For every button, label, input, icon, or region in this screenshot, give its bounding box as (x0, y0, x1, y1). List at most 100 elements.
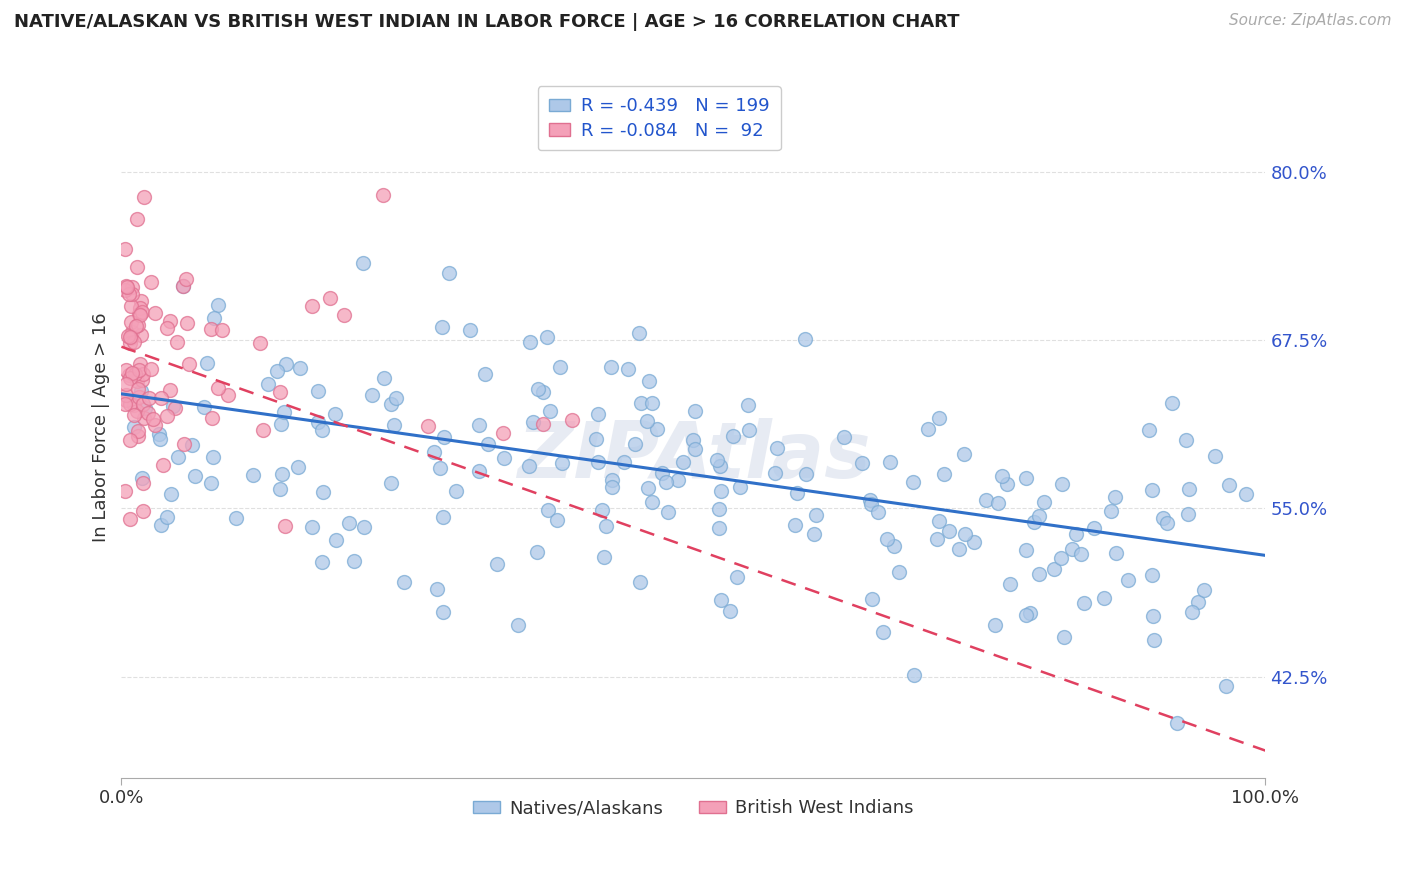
Point (994, 780, 1017, 794)
Point (122, 398, 145, 412)
Point (794, 467, 817, 482)
Point (859, 492, 882, 507)
Point (270, 417, 292, 431)
Point (120, 299, 142, 313)
Point (127, 382, 149, 396)
Point (1028, 509, 1050, 524)
Point (586, 455, 609, 469)
Point (433, 430, 456, 444)
Point (983, 617, 1005, 632)
Point (903, 475, 925, 489)
Point (156, 409, 179, 424)
Point (382, 418, 405, 433)
Point (172, 279, 194, 293)
Point (1022, 515, 1045, 529)
Point (437, 266, 460, 280)
Point (851, 456, 873, 470)
Point (319, 291, 342, 305)
Point (1105, 546, 1128, 560)
Point (207, 381, 229, 395)
Point (832, 430, 855, 444)
Point (312, 484, 335, 499)
Point (624, 437, 647, 451)
Point (630, 396, 652, 410)
Point (1152, 511, 1174, 525)
Point (361, 388, 384, 402)
Point (728, 480, 751, 494)
Point (159, 486, 181, 500)
Point (879, 455, 901, 469)
Point (786, 486, 808, 500)
Point (1066, 527, 1088, 541)
Point (115, 388, 138, 402)
Text: ZIPAtlas: ZIPAtlas (517, 417, 870, 493)
Point (307, 384, 329, 399)
Point (211, 322, 233, 336)
Point (121, 280, 143, 294)
Point (131, 304, 153, 318)
Point (593, 550, 616, 565)
Point (426, 582, 449, 597)
Text: Source: ZipAtlas.com: Source: ZipAtlas.com (1229, 13, 1392, 29)
Point (139, 362, 162, 376)
Point (132, 504, 155, 518)
Point (273, 405, 295, 419)
Point (925, 533, 948, 547)
Point (301, 299, 323, 313)
Point (423, 444, 446, 458)
Point (1192, 583, 1215, 598)
Point (128, 390, 150, 404)
Point (115, 278, 138, 293)
Point (1015, 542, 1038, 557)
Point (1028, 566, 1050, 581)
Point (385, 391, 408, 405)
Point (252, 423, 274, 437)
Point (115, 376, 138, 391)
Point (444, 484, 467, 499)
Point (561, 413, 583, 427)
Point (1042, 562, 1064, 576)
Point (638, 375, 661, 389)
Point (124, 419, 146, 434)
Point (353, 519, 375, 533)
Point (655, 475, 678, 489)
Point (766, 441, 789, 455)
Point (1142, 567, 1164, 582)
Point (613, 455, 636, 469)
Point (122, 334, 145, 349)
Point (672, 455, 695, 469)
Point (1137, 423, 1160, 437)
Point (1083, 521, 1105, 535)
Point (429, 461, 451, 475)
Point (474, 368, 496, 382)
Point (538, 404, 561, 418)
Point (132, 190, 155, 204)
Point (666, 473, 689, 487)
Point (1073, 596, 1095, 610)
Point (974, 492, 997, 507)
Point (432, 320, 454, 334)
Point (195, 356, 218, 370)
Point (998, 576, 1021, 591)
Point (242, 467, 264, 482)
Point (709, 458, 731, 473)
Point (301, 520, 323, 534)
Point (118, 371, 141, 385)
Point (1050, 550, 1073, 565)
Point (269, 483, 291, 497)
Point (948, 541, 970, 556)
Point (128, 307, 150, 321)
Point (1140, 483, 1163, 497)
Point (129, 327, 152, 342)
Point (1062, 541, 1084, 556)
Point (1204, 450, 1226, 464)
Point (311, 555, 333, 569)
Point (200, 322, 222, 336)
Point (184, 469, 207, 483)
Point (115, 279, 138, 293)
Point (121, 366, 143, 380)
Point (1033, 495, 1056, 509)
Point (148, 426, 170, 441)
Point (143, 418, 166, 433)
Point (990, 468, 1012, 483)
